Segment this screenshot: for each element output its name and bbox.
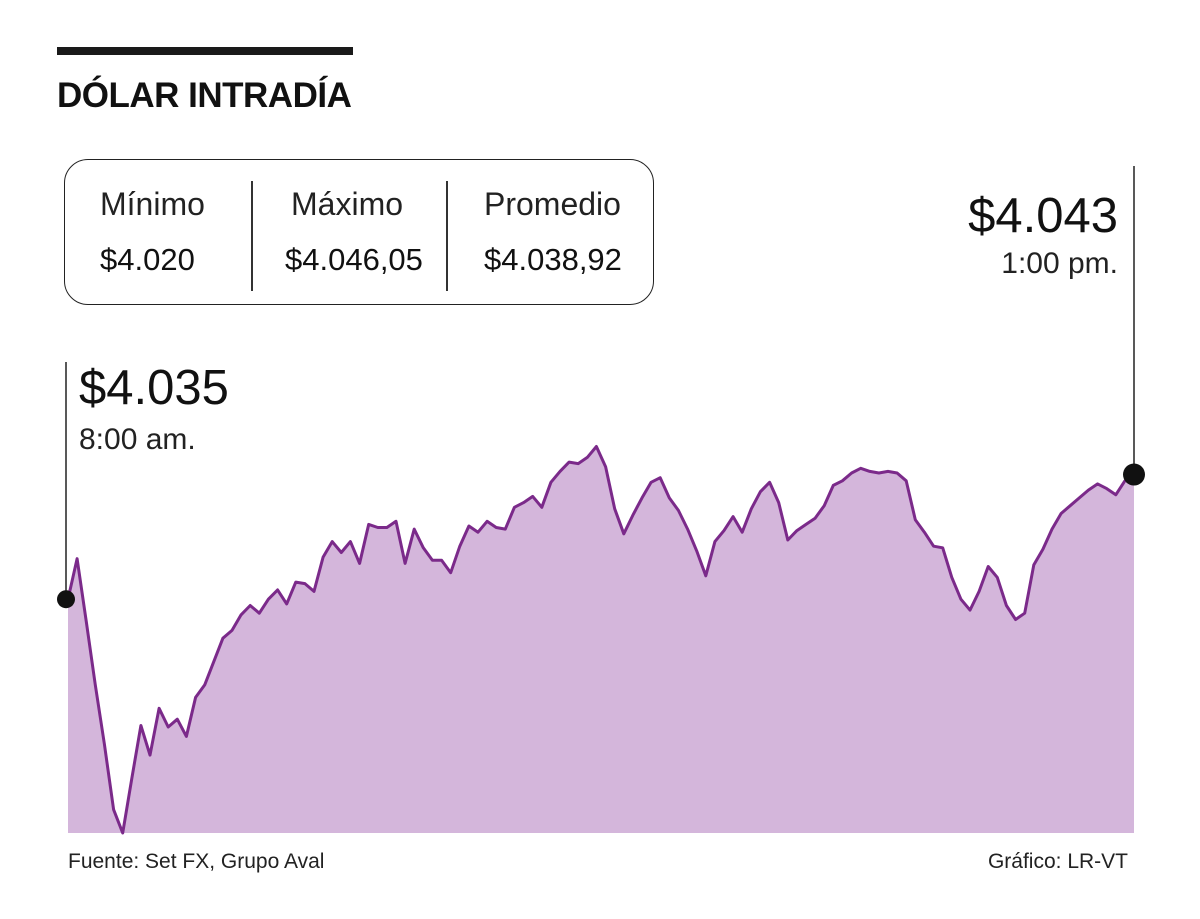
chart-title: DÓLAR INTRADÍA bbox=[57, 76, 352, 115]
open-marker bbox=[57, 590, 75, 609]
price-line bbox=[66, 445, 1135, 835]
stats-divider bbox=[251, 181, 253, 291]
credit-note: Gráfico: LR-VT bbox=[987, 850, 1128, 873]
stat-max-value: $4.046,05 bbox=[285, 242, 423, 277]
stat-avg-label: Promedio bbox=[484, 186, 621, 222]
stats-panel: Mínimo $4.020 Máximo $4.046,05 Promedio … bbox=[64, 159, 654, 305]
open-time: 8:00 am. bbox=[79, 423, 196, 456]
open-value: $4.035 bbox=[79, 361, 229, 415]
close-value: $4.043 bbox=[968, 189, 1118, 243]
stat-max-label: Máximo bbox=[291, 186, 404, 222]
close-time: 1:00 pm. bbox=[1001, 247, 1118, 280]
stat-min-value: $4.020 bbox=[100, 242, 195, 277]
stat-min-label: Mínimo bbox=[100, 186, 205, 222]
stats-divider bbox=[446, 181, 448, 291]
stat-avg-value: $4.038,92 bbox=[484, 242, 622, 277]
close-marker bbox=[1123, 463, 1145, 486]
area-fill bbox=[68, 446, 1134, 833]
title-accent-bar bbox=[57, 47, 353, 55]
source-note: Fuente: Set FX, Grupo Aval bbox=[68, 850, 325, 873]
